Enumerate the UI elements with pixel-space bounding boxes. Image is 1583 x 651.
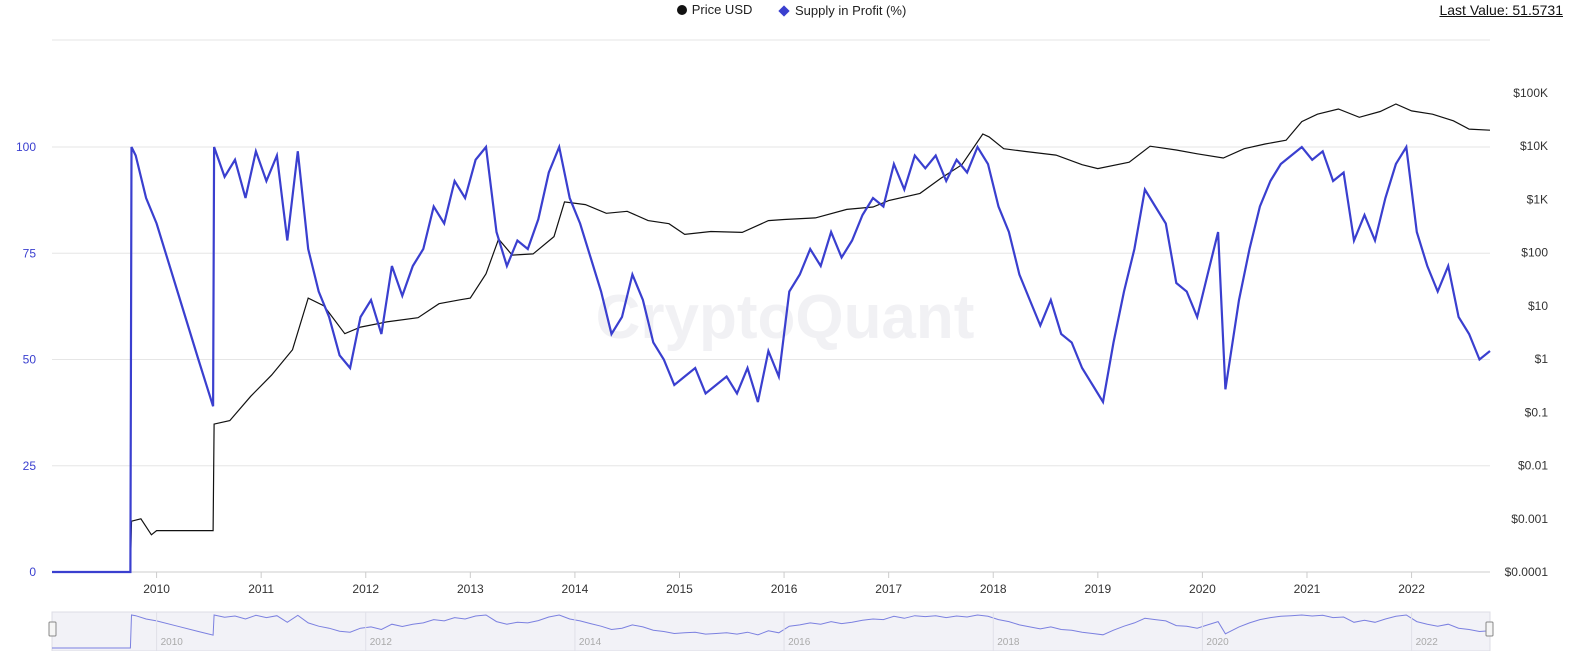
x-axis-tick-label: 2020 — [1189, 582, 1216, 596]
right-axis-tick-label: $10K — [1520, 139, 1548, 153]
navigator-tick-label: 2018 — [997, 637, 1020, 648]
x-axis-tick-label: 2013 — [457, 582, 484, 596]
right-axis-tick-label: $0.1 — [1525, 405, 1549, 419]
left-axis-tick-label: 25 — [23, 459, 37, 473]
right-axis-tick-label: $1 — [1535, 352, 1549, 366]
left-axis-tick-label: 50 — [23, 353, 37, 367]
navigator-tick-label: 2016 — [788, 637, 811, 648]
navigator-tick-label: 2010 — [161, 637, 184, 648]
left-axis-labels: 0 25 50 75 100 — [16, 140, 36, 579]
navigator-ticks: 2010 2012 2014 2016 2018 2020 2022 — [156, 612, 1439, 651]
right-axis-tick-label: $0.001 — [1511, 512, 1548, 526]
x-axis-tick-label: 2017 — [875, 582, 902, 596]
x-axis-tick-label: 2022 — [1398, 582, 1425, 596]
left-axis-tick-label: 0 — [29, 565, 36, 579]
navigator-left-handle[interactable] — [48, 621, 57, 637]
navigator-right-handle[interactable] — [1485, 621, 1494, 637]
x-axis-tick-label: 2010 — [143, 582, 170, 596]
legend-supply-label: Supply in Profit (%) — [795, 3, 907, 18]
x-axis-tick-label: 2018 — [980, 582, 1007, 596]
x-axis-tick-label: 2015 — [666, 582, 693, 596]
navigator[interactable]: 2010 2012 2014 2016 2018 2020 2022 — [48, 611, 1494, 651]
right-axis-tick-label: $0.01 — [1518, 459, 1548, 473]
navigator-line — [52, 614, 1491, 649]
navigator-tick-label: 2012 — [370, 637, 393, 648]
x-axis-labels: 2010 2011 2012 2013 2014 2015 2016 2017 2018 2019… — [143, 572, 1425, 596]
x-axis-tick-label: 2016 — [771, 582, 798, 596]
left-axis-tick-label: 100 — [16, 140, 36, 154]
chart-legend: Price USD Supply in Profit (%) — [0, 2, 1583, 18]
navigator-tick-label: 2022 — [1416, 637, 1439, 648]
right-axis-tick-label: $1K — [1527, 192, 1548, 206]
legend-item-supply[interactable]: Supply in Profit (%) — [778, 3, 907, 18]
navigator-tick-label: 2020 — [1206, 637, 1229, 648]
x-axis-tick-label: 2011 — [248, 582, 274, 596]
x-axis-tick-label: 2012 — [352, 582, 379, 596]
x-axis-tick-label: 2014 — [562, 582, 589, 596]
right-axis-tick-label: $100K — [1513, 86, 1548, 100]
legend-item-price[interactable]: Price USD — [676, 2, 753, 17]
supply-in-profit-line — [52, 143, 1491, 574]
legend-price-dot — [676, 4, 687, 15]
right-axis-tick-label: $0.0001 — [1505, 565, 1549, 579]
x-axis-tick-label: 2019 — [1084, 582, 1111, 596]
right-axis-tick-label: $10 — [1528, 299, 1548, 313]
x-axis-tick-label: 2021 — [1294, 582, 1321, 596]
right-axis-labels: $0.0001 $0.001 $0.01 $0.1 $1 $10 $100 $1K $10K $1… — [1505, 86, 1549, 579]
right-axis-tick-label: $100 — [1521, 246, 1548, 260]
legend-price-label: Price USD — [691, 2, 753, 17]
left-axis-tick-label: 75 — [23, 246, 37, 260]
last-value-link[interactable]: Last Value: 51.5731 — [1439, 2, 1563, 18]
price-usd-line — [52, 103, 1491, 573]
navigator-tick-label: 2014 — [579, 637, 602, 648]
